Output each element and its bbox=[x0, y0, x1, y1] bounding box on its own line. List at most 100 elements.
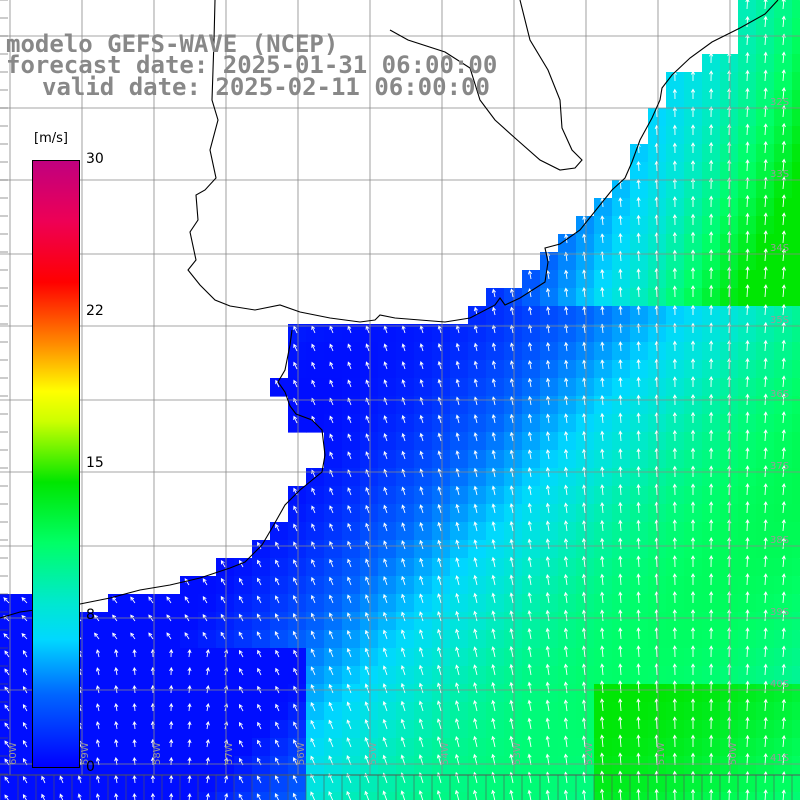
wind-speed-cell bbox=[90, 648, 109, 667]
wind-arrow bbox=[781, 158, 786, 172]
wind-speed-cell bbox=[450, 504, 469, 523]
wind-speed-cell bbox=[522, 504, 541, 523]
wind-speed-cell bbox=[486, 360, 505, 379]
wind-speed-cell bbox=[702, 378, 721, 397]
wind-speed-cell bbox=[792, 504, 800, 523]
wind-speed-cell bbox=[612, 396, 631, 415]
wind-speed-cell bbox=[648, 270, 667, 289]
wind-speed-cell bbox=[540, 720, 559, 739]
wind-speed-cell bbox=[684, 720, 703, 739]
wind-arrow bbox=[618, 341, 623, 352]
wind-arrow bbox=[763, 339, 768, 352]
wind-speed-cell bbox=[684, 162, 703, 181]
wind-arrow bbox=[509, 378, 514, 388]
wind-arrow bbox=[329, 379, 334, 388]
wind-arrow bbox=[763, 248, 768, 262]
wind-arrow bbox=[473, 521, 478, 532]
wind-speed-cell bbox=[324, 648, 343, 667]
wind-speed-cell bbox=[630, 756, 649, 775]
wind-speed-cell bbox=[720, 702, 739, 721]
wind-speed-cell bbox=[540, 630, 559, 649]
wind-arrow bbox=[293, 361, 298, 370]
wind-speed-cell bbox=[126, 774, 145, 793]
wind-arrow bbox=[727, 266, 732, 280]
wind-arrow bbox=[636, 268, 641, 280]
wind-speed-cell bbox=[792, 558, 800, 577]
wind-speed-cell bbox=[756, 288, 775, 307]
wind-arrow bbox=[509, 753, 514, 766]
wind-speed-cell bbox=[540, 738, 559, 757]
wind-arrow bbox=[545, 395, 551, 406]
wind-speed-cell bbox=[594, 792, 613, 800]
wind-arrow bbox=[527, 556, 532, 568]
wind-speed-cell bbox=[198, 576, 217, 595]
wind-arrow bbox=[545, 520, 550, 532]
wind-speed-cell bbox=[540, 648, 559, 667]
wind-speed-cell bbox=[558, 594, 577, 613]
wind-arrow bbox=[745, 159, 750, 172]
wind-speed-cell bbox=[378, 342, 397, 361]
wind-speed-cell bbox=[756, 540, 775, 559]
wind-arrow bbox=[436, 682, 442, 694]
wind-speed-cell bbox=[324, 702, 343, 721]
wind-arrow bbox=[257, 739, 262, 748]
wind-arrow bbox=[473, 485, 478, 496]
wind-arrow bbox=[781, 357, 786, 370]
wind-arrow bbox=[763, 483, 768, 496]
wind-arrow bbox=[709, 213, 714, 226]
wind-arrow bbox=[364, 683, 370, 694]
wind-speed-cell bbox=[756, 36, 775, 55]
wind-arrow bbox=[400, 682, 406, 694]
wind-arrow bbox=[581, 717, 587, 730]
wind-speed-cell bbox=[756, 738, 775, 757]
wind-arrow bbox=[365, 558, 370, 568]
wind-speed-cell bbox=[612, 378, 631, 397]
lat-label: 41S bbox=[770, 753, 789, 764]
wind-speed-cell bbox=[756, 684, 775, 703]
wind-speed-cell bbox=[576, 630, 595, 649]
wind-arrow bbox=[600, 645, 605, 658]
wind-speed-cell bbox=[144, 612, 163, 631]
wind-speed-cell bbox=[666, 612, 685, 631]
wind-arrow bbox=[346, 790, 352, 800]
wind-speed-cell bbox=[180, 666, 199, 685]
wind-arrow bbox=[329, 576, 334, 586]
wind-arrow bbox=[709, 322, 714, 334]
wind-speed-cell bbox=[792, 666, 800, 685]
wind-speed-cell bbox=[450, 684, 469, 703]
wind-arrow bbox=[745, 716, 750, 730]
wind-speed-cell bbox=[648, 396, 667, 415]
wind-speed-cell bbox=[774, 612, 793, 631]
wind-speed-cell bbox=[792, 720, 800, 739]
wind-speed-cell bbox=[576, 522, 595, 541]
wind-speed-cell bbox=[468, 486, 487, 505]
wind-speed-cell bbox=[648, 252, 667, 271]
wind-arrow bbox=[419, 486, 424, 496]
wind-arrow bbox=[745, 609, 750, 622]
wind-speed-cell bbox=[378, 504, 397, 523]
wind-arrow bbox=[473, 682, 478, 694]
wind-speed-cell bbox=[540, 756, 559, 775]
wind-speed-cell bbox=[288, 756, 307, 775]
wind-speed-cell bbox=[180, 576, 199, 595]
wind-speed-cell bbox=[720, 594, 739, 613]
wind-arrow bbox=[636, 663, 641, 676]
wind-arrow bbox=[727, 519, 732, 532]
wind-arrow bbox=[419, 575, 424, 586]
wind-speed-cell bbox=[720, 504, 739, 523]
wind-speed-cell bbox=[414, 774, 433, 793]
wind-speed-cell bbox=[594, 378, 613, 397]
wind-arrow bbox=[346, 719, 352, 730]
wind-speed-cell bbox=[468, 630, 487, 649]
wind-arrow bbox=[564, 306, 569, 316]
wind-arrow bbox=[672, 249, 677, 262]
wind-arrow bbox=[781, 609, 786, 622]
wind-arrow bbox=[545, 484, 550, 496]
lat-label: 38S bbox=[770, 535, 789, 546]
wind-arrow bbox=[563, 609, 568, 622]
wind-speed-cell bbox=[540, 612, 559, 631]
colorbar-unit-label: [m/s] bbox=[34, 131, 68, 146]
wind-speed-cell bbox=[558, 414, 577, 433]
wind-speed-cell bbox=[540, 666, 559, 685]
wind-speed-cell bbox=[504, 576, 523, 595]
